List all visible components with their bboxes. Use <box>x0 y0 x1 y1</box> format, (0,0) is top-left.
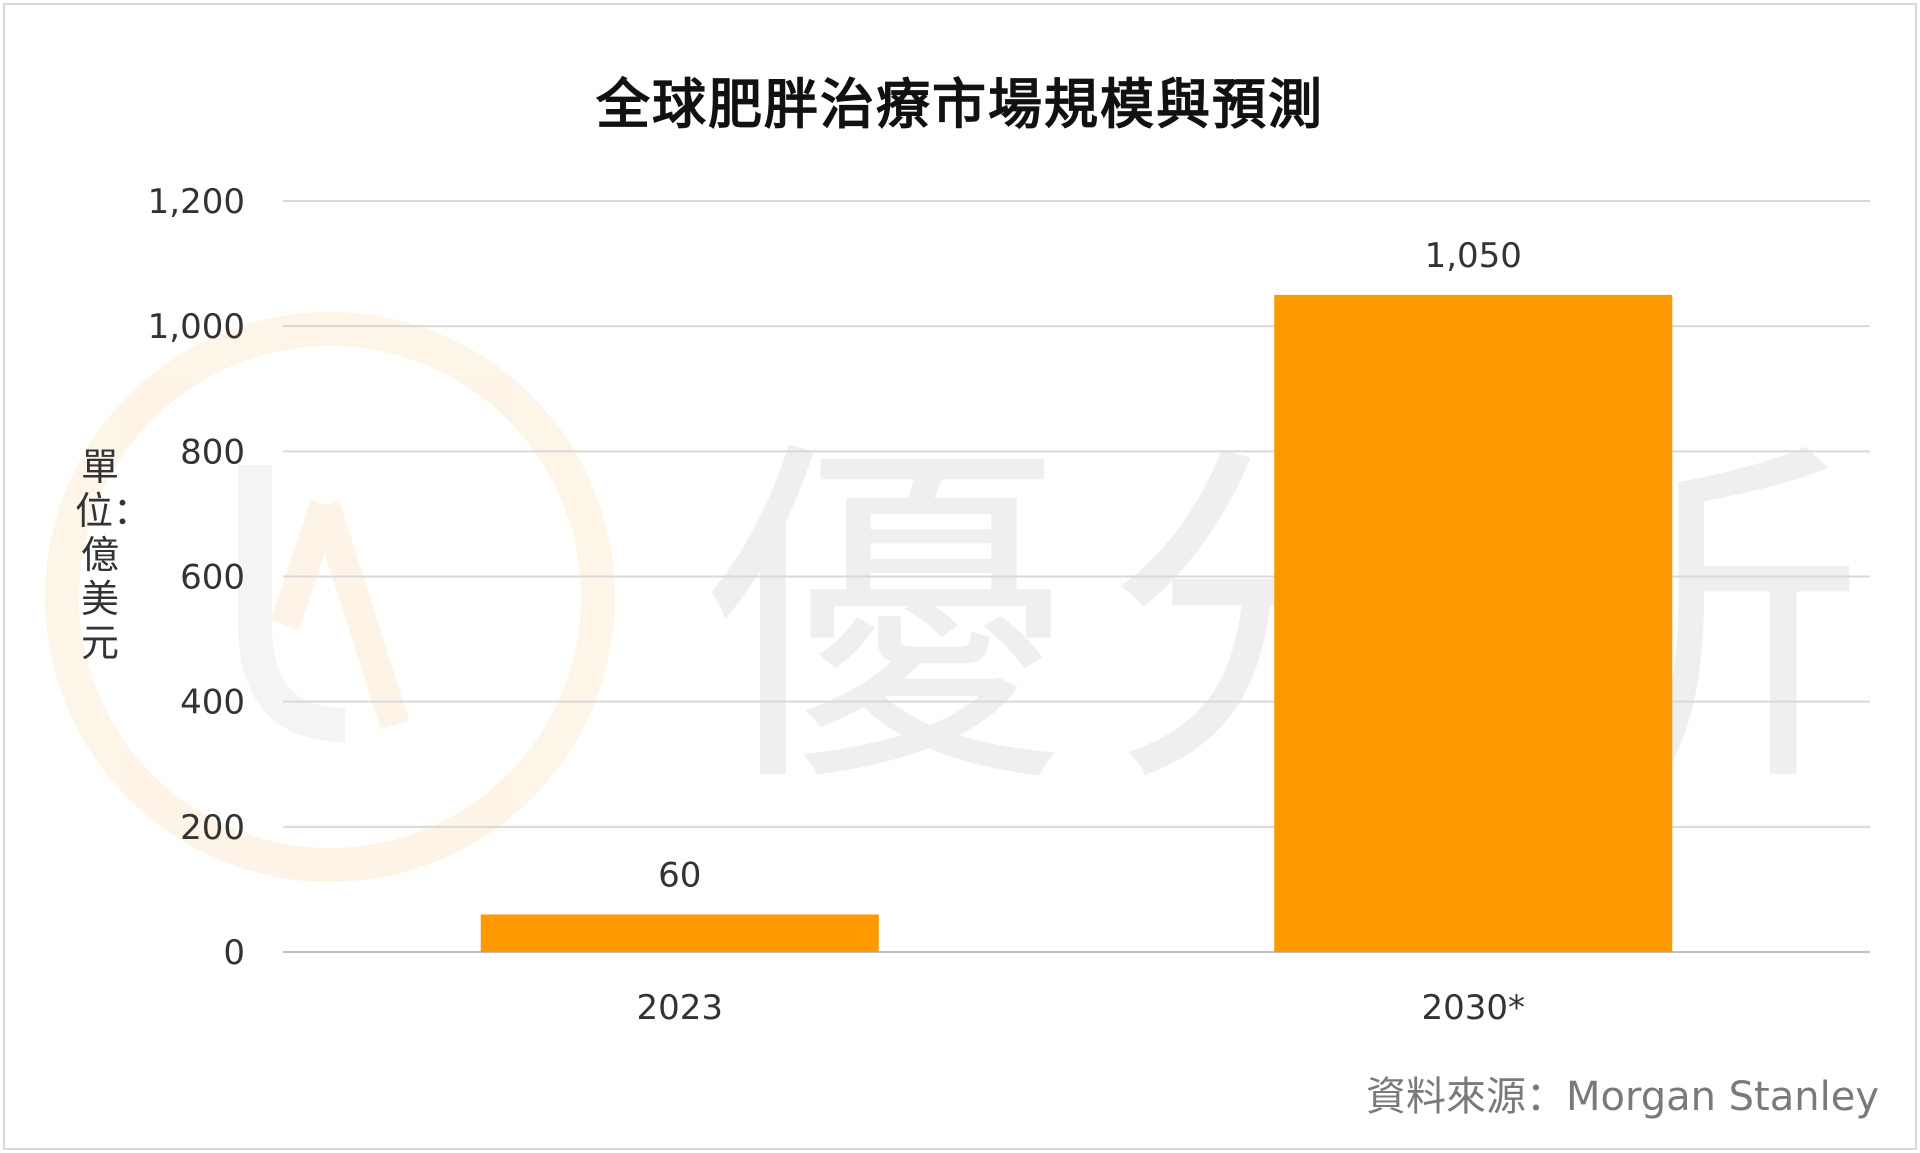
bar <box>1274 294 1673 952</box>
y-tick-label: 600 <box>180 558 245 598</box>
source-note: 資料來源：Morgan Stanley <box>1365 1074 1879 1120</box>
y-tick-label: 1,200 <box>148 182 245 222</box>
bar <box>480 914 879 952</box>
x-tick-label: 2030* <box>1421 988 1525 1028</box>
chart-title: 全球肥胖治療市場規模與預測 <box>596 73 1324 136</box>
y-tick-label: 0 <box>223 933 245 973</box>
y-tick-label: 1,000 <box>148 307 245 347</box>
data-label: 60 <box>658 855 701 895</box>
watermark-logo <box>45 312 615 882</box>
y-axis-label: 單位：億美元 <box>75 445 152 665</box>
data-label: 1,050 <box>1425 236 1522 276</box>
chart-frame: 優分析 全球肥胖治療市場規模與預測 單位：億美元 02004006008001,… <box>3 3 1917 1150</box>
plot-area: 0 200 400 600 800 1,000 1,200 60 2023 1,050 2030* <box>148 182 1870 1028</box>
y-tick-label: 800 <box>180 432 245 472</box>
y-tick-label: 400 <box>180 683 245 723</box>
x-tick-label: 2023 <box>636 988 723 1028</box>
y-tick-label: 200 <box>180 808 245 848</box>
